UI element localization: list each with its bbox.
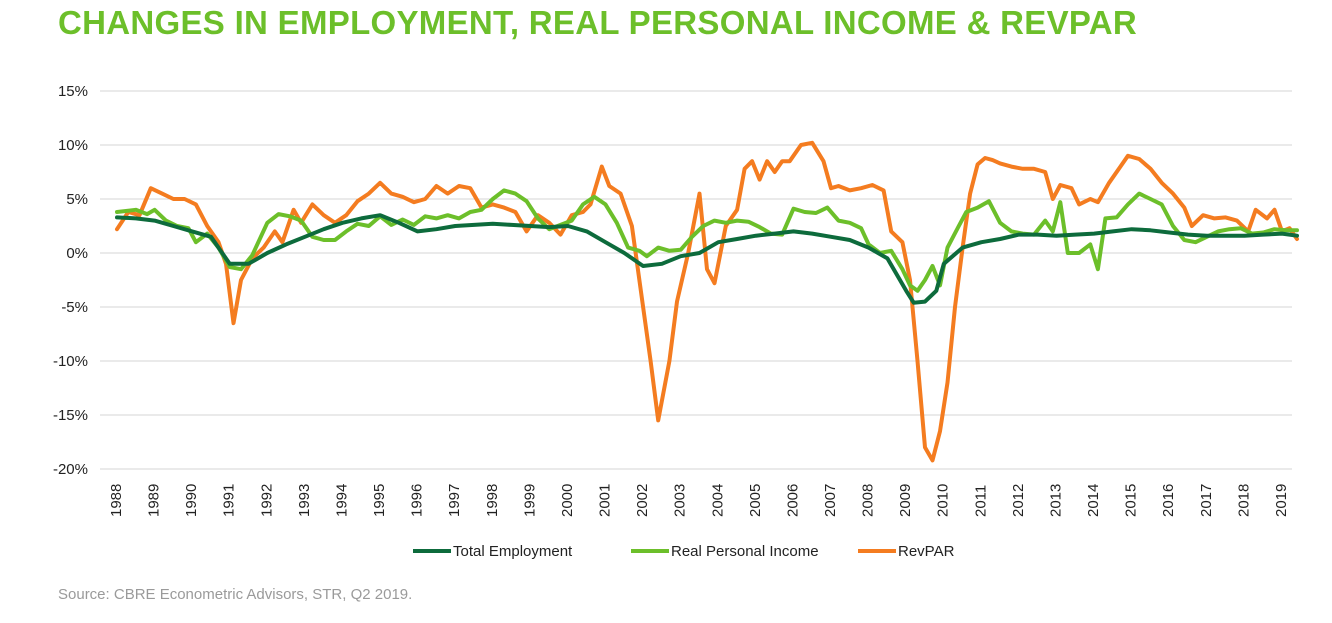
x-tick-label: 2014 (1085, 484, 1102, 517)
x-tick-label: 2008 (860, 484, 877, 517)
x-tick-label: 2006 (784, 484, 801, 517)
y-tick-label: -15% (53, 407, 88, 424)
legend-label: RevPAR (898, 543, 955, 560)
x-tick-label: 2019 (1273, 484, 1290, 517)
y-tick-label: 10% (58, 137, 88, 154)
x-tick-label: 2015 (1123, 484, 1140, 517)
x-tick-label: 2011 (972, 485, 989, 517)
x-tick-label: 2016 (1160, 484, 1177, 517)
x-tick-label: 2017 (1198, 484, 1215, 517)
source-note: Source: CBRE Econometric Advisors, STR, … (58, 586, 413, 603)
series-lines (115, 140, 1299, 463)
chart-title: CHANGES IN EMPLOYMENT, REAL PERSONAL INC… (58, 4, 1138, 41)
x-axis-tick-labels: 1988 1989 1990 1991 1992 1993 1994 1995 1996 1997… (108, 484, 1290, 517)
legend-label: Real Personal Income (671, 543, 819, 560)
x-tick-label: 1993 (296, 484, 313, 517)
y-axis-tick-labels: 15% 10% 5% 0% -5% -10% -15% -20% (53, 83, 88, 478)
x-tick-label: 2009 (897, 484, 914, 517)
x-tick-label: 1992 (258, 484, 275, 517)
y-tick-label: 0% (66, 245, 88, 262)
x-tick-label: 1997 (446, 484, 463, 517)
x-tick-label: 2012 (1010, 484, 1027, 517)
x-tick-label: 1990 (183, 484, 200, 517)
legend-label: Total Employment (453, 543, 573, 560)
x-tick-label: 2010 (935, 484, 952, 517)
y-tick-label: 15% (58, 83, 88, 100)
x-tick-label: 1989 (146, 484, 163, 517)
x-tick-label: 2004 (709, 484, 726, 517)
legend: Total Employment Real Personal Income RevP… (413, 543, 955, 560)
x-tick-label: 2018 (1235, 484, 1252, 517)
x-tick-label: 2003 (672, 484, 689, 517)
x-tick-label: 1988 (108, 484, 125, 517)
x-tick-label: 1994 (333, 484, 350, 517)
y-tick-label: 5% (66, 191, 88, 208)
x-tick-label: 2007 (822, 484, 839, 517)
series-line-revpar (115, 140, 1299, 463)
series-line-total-employment (115, 213, 1299, 305)
series-line-real-personal-income (115, 188, 1299, 293)
x-tick-label: 1999 (521, 484, 538, 517)
x-tick-label: 1991 (221, 484, 238, 517)
x-tick-label: 2013 (1047, 484, 1064, 517)
gridlines (100, 90, 1292, 470)
x-tick-label: 2005 (747, 484, 764, 517)
y-tick-label: -20% (53, 461, 88, 478)
y-tick-label: -5% (61, 299, 88, 316)
x-tick-label: 1998 (484, 484, 501, 517)
x-tick-label: 2001 (597, 484, 614, 517)
x-tick-label: 1996 (409, 484, 426, 517)
line-chart: 15%10%5%0%-5%-10%-15%-20% 1988 1989 1990 19… (53, 83, 1299, 560)
y-tick-label: -10% (53, 353, 88, 370)
x-tick-label: 2000 (559, 484, 576, 517)
x-tick-label: 2002 (634, 484, 651, 517)
x-tick-label: 1995 (371, 484, 388, 517)
